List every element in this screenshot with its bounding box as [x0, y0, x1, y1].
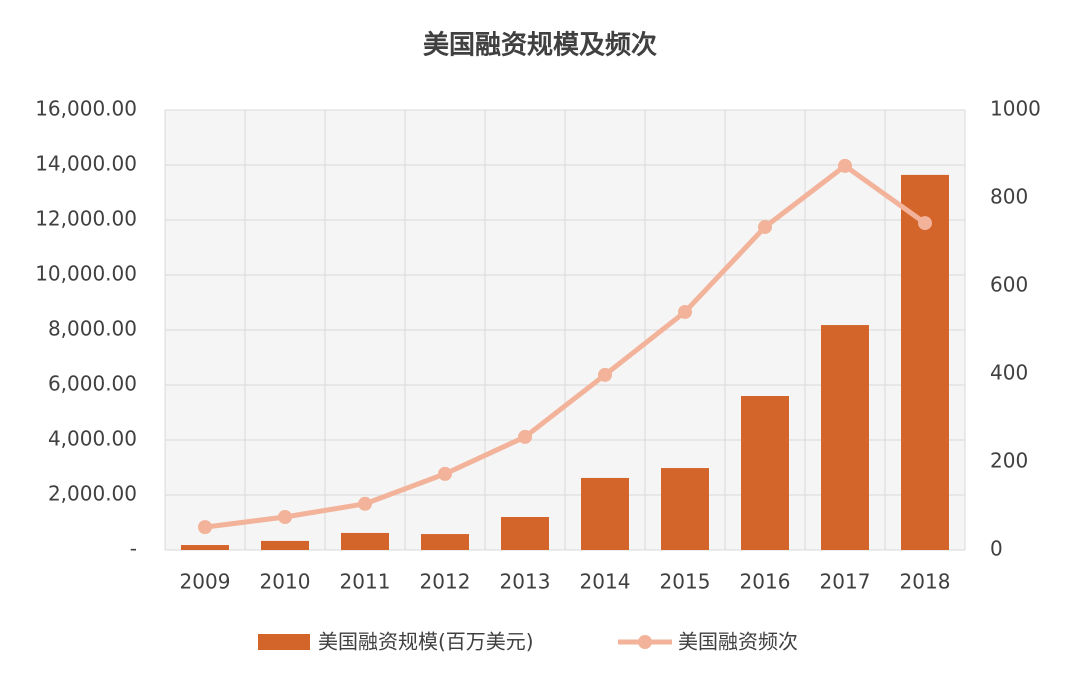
y-tick-label: 4,000.00: [48, 427, 137, 451]
legend-swatch: [258, 634, 310, 650]
y2-tick-label: 0: [990, 537, 1003, 561]
x-tick-label: 2014: [580, 570, 631, 594]
y-tick-label: 14,000.00: [35, 152, 137, 176]
x-tick-label: 2012: [420, 570, 471, 594]
line: [204, 163, 927, 530]
y-tick-label: 10,000.00: [35, 262, 137, 286]
chart-title: 美国融资规模及频次: [423, 30, 657, 61]
legend-swatch: [638, 635, 652, 649]
line-marker: [278, 510, 292, 524]
line-marker: [358, 496, 372, 511]
x-tick-label: 2009: [180, 570, 231, 594]
line-marker: [438, 466, 452, 481]
x-tick-label: 2017: [820, 570, 871, 594]
y-tick-label: 2,000.00: [48, 482, 137, 506]
y-tick-label: 8,000.00: [48, 317, 137, 341]
legend-label: 美国融资规模(百万美元): [318, 630, 534, 654]
bar: [501, 517, 549, 550]
bar: [821, 325, 869, 550]
bar: [261, 540, 309, 550]
x-tick-label: 2016: [740, 570, 791, 594]
bar: [661, 468, 709, 550]
x-tick-label: 2010: [260, 570, 311, 594]
y2-tick-label: 200: [990, 449, 1028, 473]
line-marker: [518, 429, 532, 444]
y2-tick-label: 600: [990, 273, 1028, 297]
x-tick-label: 2015: [660, 570, 711, 594]
line-marker: [598, 367, 612, 382]
x-tick-label: 2011: [340, 570, 391, 594]
line-marker: [758, 220, 772, 235]
y-tick-label: 12,000.00: [35, 207, 137, 231]
x-tick-label: 2013: [500, 570, 551, 594]
y2-tick-label: 400: [990, 361, 1028, 385]
bar: [341, 532, 389, 550]
y2-tick-label: 1000: [990, 97, 1041, 121]
bar: [901, 174, 949, 550]
y-tick-label: -: [130, 537, 137, 561]
y-tick-label: 16,000.00: [35, 97, 137, 121]
line-marker: [838, 158, 852, 173]
bar: [581, 477, 629, 550]
bar: [421, 534, 469, 550]
legend-label: 美国融资频次: [678, 630, 798, 654]
bar: [181, 545, 229, 550]
x-tick-label: 2018: [900, 570, 951, 594]
bar: [741, 396, 789, 550]
line-marker: [198, 520, 212, 535]
y2-tick-label: 800: [990, 185, 1028, 209]
line-marker: [678, 304, 692, 319]
y-tick-label: 6,000.00: [48, 372, 137, 396]
line-marker: [918, 216, 932, 231]
